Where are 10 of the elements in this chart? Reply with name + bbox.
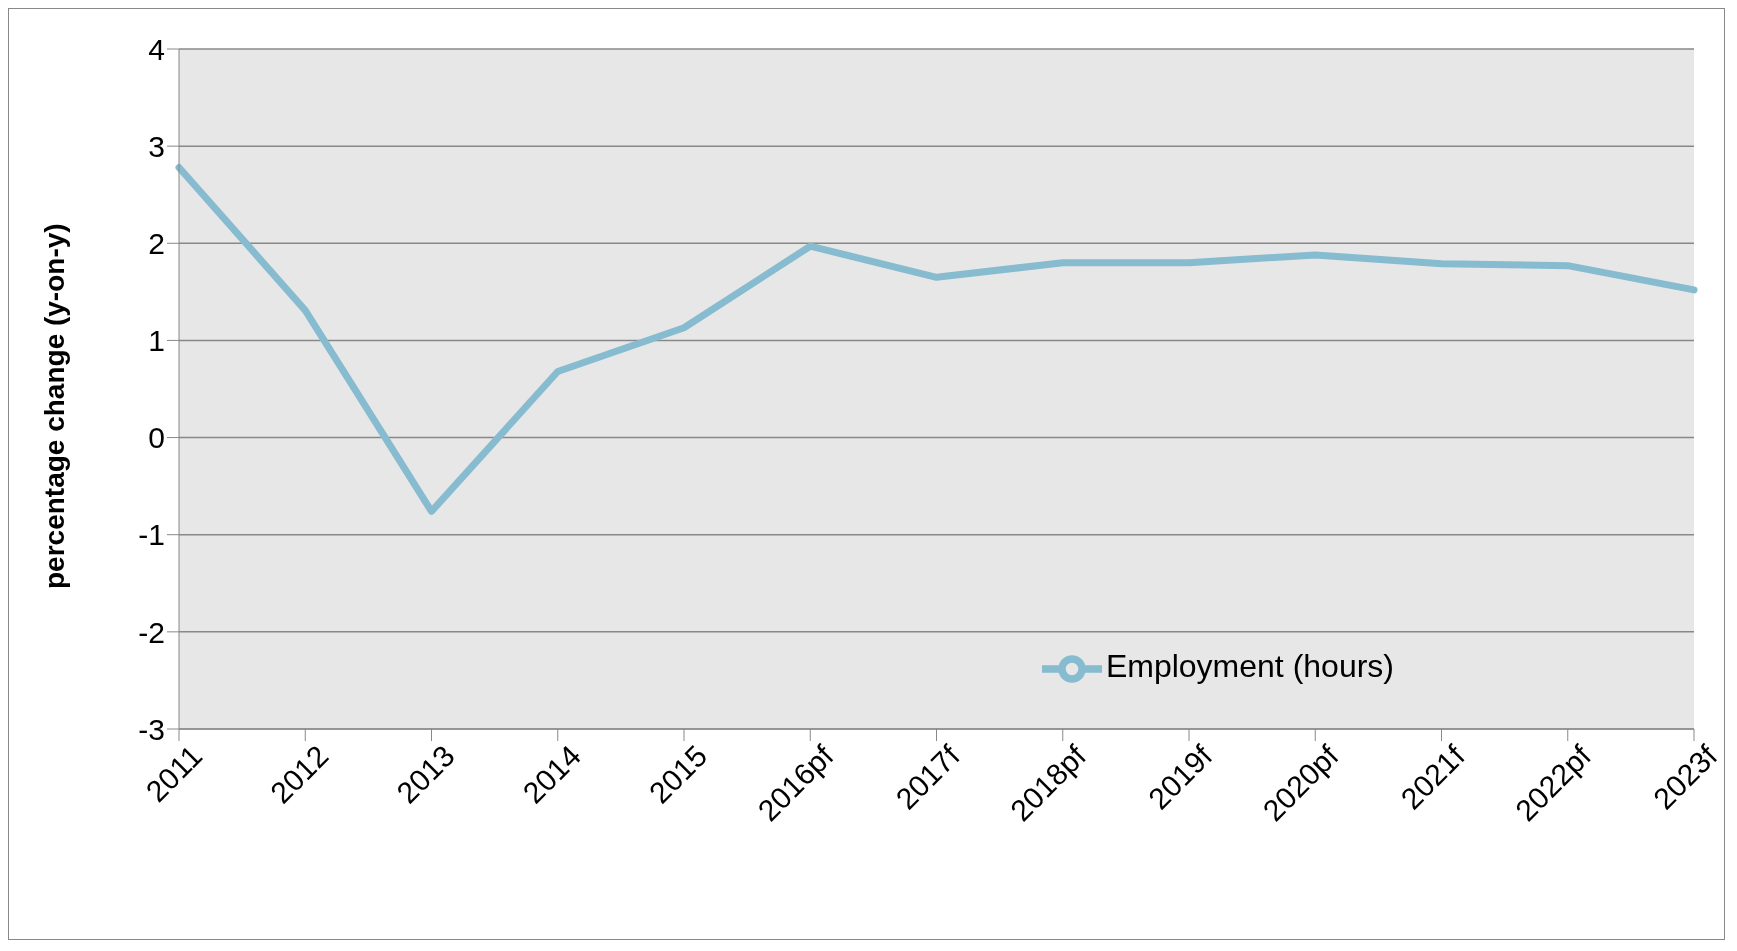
y-tick-label: -1 [138, 518, 165, 552]
y-tick-label: 3 [148, 129, 165, 163]
y-axis-title: percentage change (y-on-y) [38, 223, 70, 589]
legend-label: Employment (hours) [1105, 648, 1394, 685]
y-tick-label: 1 [148, 324, 165, 358]
y-tick-label: 2 [148, 226, 165, 260]
y-tick-label: -3 [138, 712, 165, 746]
y-tick-label: -2 [138, 615, 165, 649]
y-tick-label: 0 [148, 421, 165, 455]
y-tick-label: 4 [148, 32, 165, 66]
